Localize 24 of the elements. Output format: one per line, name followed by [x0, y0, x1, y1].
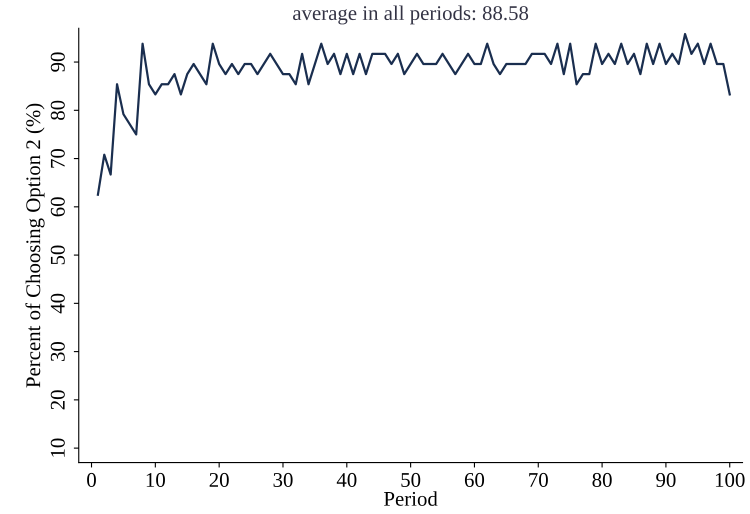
- y-tick-label: 10: [50, 438, 65, 457]
- y-tick-label: 20: [50, 390, 65, 410]
- y-tick-label: 50: [50, 245, 65, 264]
- x-tick-label: 40: [336, 472, 356, 487]
- x-tick-label: 70: [529, 472, 548, 487]
- x-tick-label: 10: [146, 472, 165, 487]
- y-axis-title: Percent of Choosing Option 2 (%): [25, 104, 45, 388]
- line-series: [96, 32, 731, 196]
- y-tick-label: 30: [50, 342, 65, 362]
- x-tick-label: 50: [401, 472, 420, 487]
- x-tick-label: 20: [210, 472, 229, 487]
- y-tick-label: 40: [50, 294, 65, 314]
- x-tick-label: 100: [716, 472, 745, 487]
- x-axis-title: Period: [384, 491, 438, 506]
- y-tick-label: 70: [50, 148, 65, 168]
- y-tick-label: 80: [50, 100, 65, 120]
- y-tick-label: 90: [50, 52, 65, 72]
- x-tick-label: 0: [87, 472, 96, 487]
- x-tick-label: 60: [464, 472, 484, 487]
- x-tick-label: 80: [592, 472, 612, 487]
- x-tick-label: 30: [274, 472, 293, 487]
- x-tick-label: 90: [656, 472, 676, 487]
- y-tick-label: 60: [50, 197, 65, 216]
- chart-title: average in all periods: 88.58: [293, 5, 528, 24]
